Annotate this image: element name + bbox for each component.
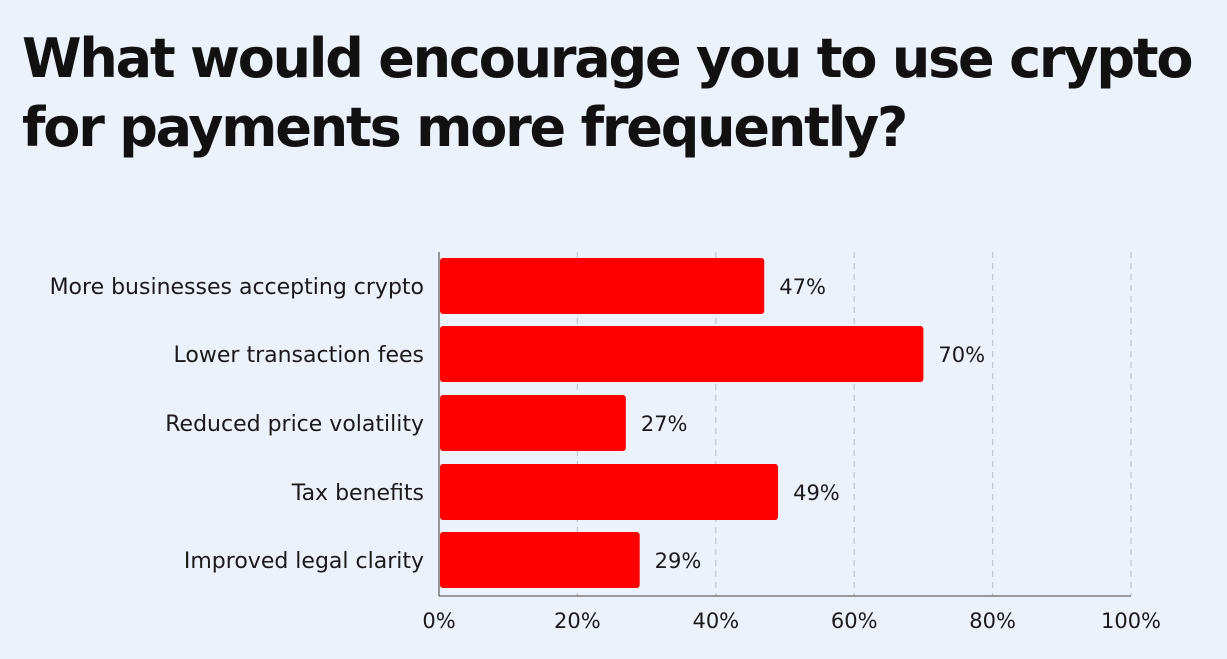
bar-1 bbox=[440, 326, 924, 382]
value-label: 49% bbox=[793, 481, 840, 505]
bar-2 bbox=[440, 395, 626, 451]
x-tick-label: 0% bbox=[422, 609, 455, 633]
x-tick-label: 60% bbox=[831, 609, 878, 633]
category-label: More businesses accepting crypto bbox=[50, 275, 424, 300]
x-tick-label: 40% bbox=[692, 609, 739, 633]
value-label: 27% bbox=[641, 412, 688, 436]
category-label: Lower transaction fees bbox=[174, 343, 424, 368]
bar-3 bbox=[440, 464, 779, 520]
value-label: 70% bbox=[938, 343, 985, 367]
x-tick-label: 100% bbox=[1101, 609, 1161, 633]
category-label: Tax benefits bbox=[291, 481, 424, 506]
bar-0 bbox=[440, 258, 765, 314]
x-tick-label: 20% bbox=[554, 609, 601, 633]
chart-title: What would encourage you to use crypto f… bbox=[22, 27, 1193, 159]
value-label: 29% bbox=[655, 549, 702, 573]
category-label: Reduced price volatility bbox=[165, 412, 424, 437]
bar-4 bbox=[440, 532, 640, 588]
value-label: 47% bbox=[779, 275, 826, 299]
category-label: Improved legal clarity bbox=[184, 549, 424, 574]
x-tick-label: 80% bbox=[969, 609, 1016, 633]
